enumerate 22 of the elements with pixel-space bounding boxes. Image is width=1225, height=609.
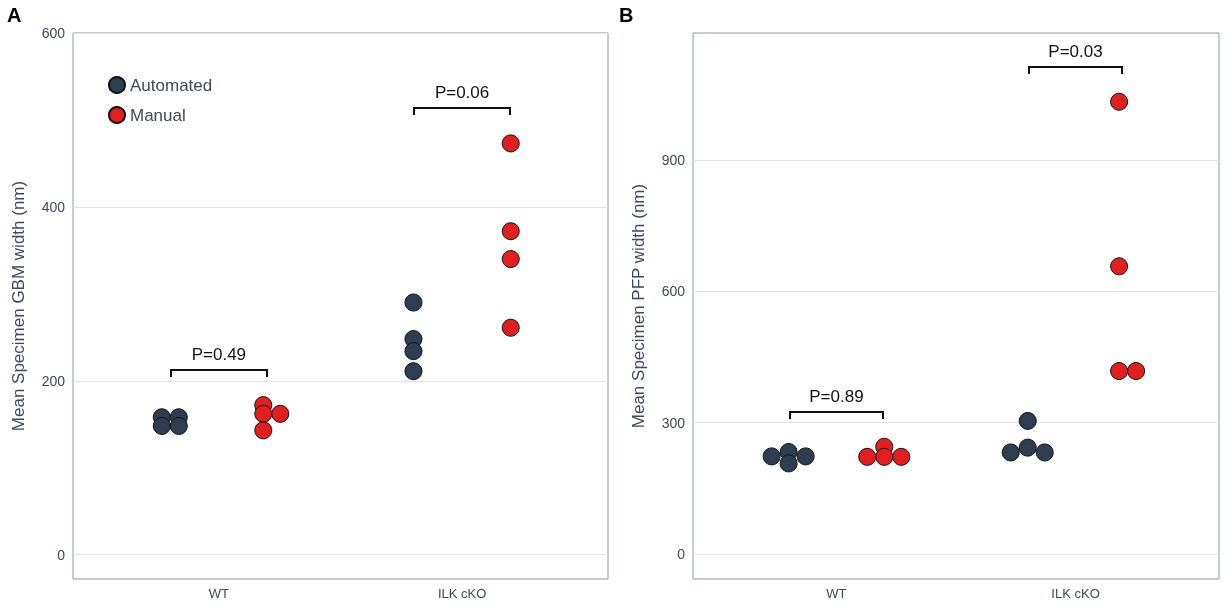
legend-label: Automated <box>130 75 213 95</box>
y-tick-label: 900 <box>661 151 686 168</box>
y-tick-label: 600 <box>41 25 66 41</box>
chart-title: A <box>7 4 22 26</box>
x-tick-label: ILK cKO <box>1051 586 1100 601</box>
chart-title: B <box>619 4 634 26</box>
y-axis-title: Mean Specimen GBM width (nm) <box>9 180 28 432</box>
legend-label: Manual <box>130 105 186 125</box>
x-tick-label: WT <box>826 586 847 601</box>
y-tick-label: 300 <box>661 414 686 431</box>
y-tick-label: 0 <box>57 546 66 563</box>
annotation: P=0.89 <box>808 386 865 407</box>
annotation: P=0.49 <box>190 345 248 366</box>
x-tick-label: ILK cKO <box>437 586 487 601</box>
annotation: P=0.03 <box>1047 41 1104 62</box>
annotation: P=0.06 <box>433 83 491 104</box>
y-axis-title: Mean Specimen PFP width (nm) <box>629 183 648 429</box>
x-tick-label: WT <box>208 586 230 601</box>
y-tick-label: 400 <box>41 198 66 215</box>
y-tick-label: 600 <box>661 283 686 300</box>
y-tick-label: 0 <box>677 546 686 563</box>
y-tick-label: 200 <box>41 372 66 389</box>
